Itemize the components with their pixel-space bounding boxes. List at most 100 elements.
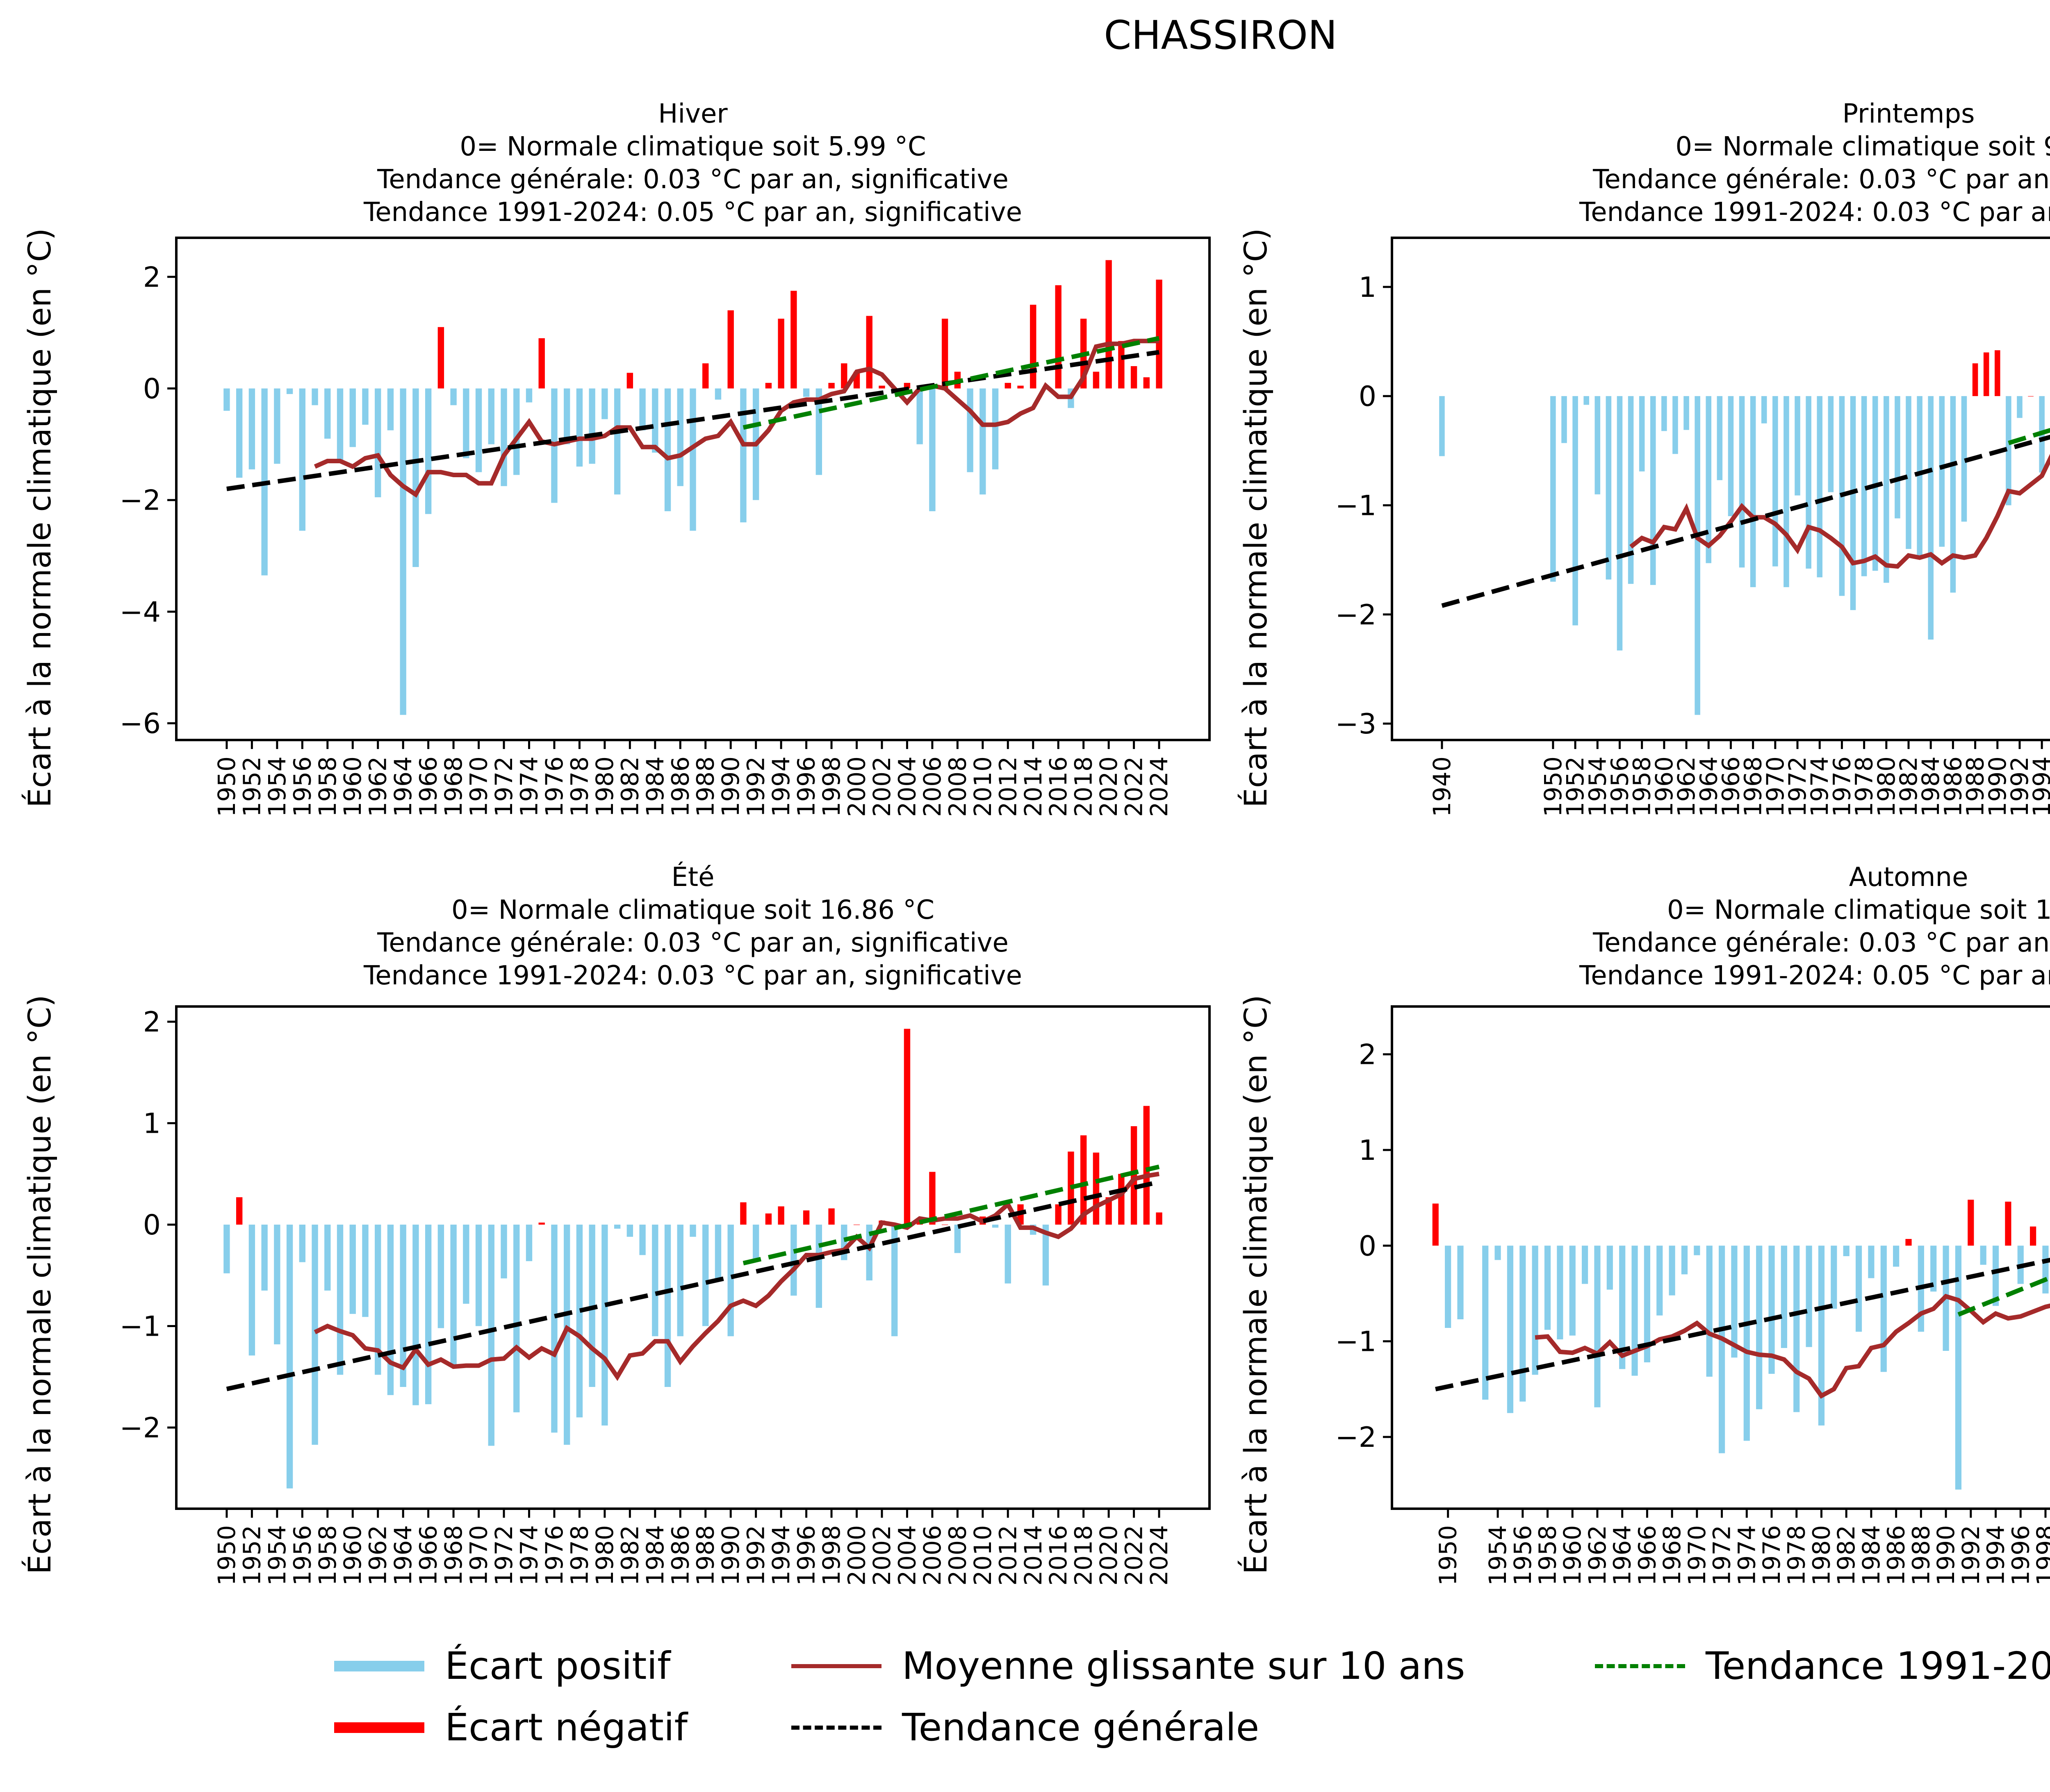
x-tick-label: 1988 [692,756,720,817]
bar [1784,396,1789,587]
bar [690,1225,696,1237]
bar [463,1225,469,1304]
bar [299,388,305,531]
bar [601,1225,608,1426]
bar [803,1210,810,1225]
y-tick-label: 0 [1359,1230,1376,1262]
bar [866,1225,872,1281]
bar [425,1225,432,1405]
bar [400,388,406,715]
x-tick-label: 2008 [943,756,971,817]
x-tick-label: 1978 [1783,1525,1811,1586]
x-tick-label: 2012 [994,756,1022,817]
bar [1905,1239,1912,1246]
x-tick-label: 1992 [742,756,770,817]
bar [1644,1246,1650,1362]
bar [274,1225,280,1345]
x-tick-label: 1976 [1758,1525,1786,1586]
bar [312,1225,318,1445]
bar [639,388,646,430]
bar [1105,1197,1112,1225]
x-tick-label: 2002 [868,1525,896,1586]
legend-label: Écart positif [445,1644,671,1688]
x-tick-label: 2020 [1095,756,1123,817]
x-tick-label: 1984 [641,1525,669,1586]
bar [437,327,444,389]
bar [387,1225,394,1395]
panel-title-line: Tendance 1991-2024: 0.05 °C par an, sign… [1579,961,2050,991]
bar [1772,396,1778,567]
y-tick-label: 1 [1359,271,1376,304]
bar [576,1225,583,1418]
x-tick-label: 1966 [415,1525,442,1586]
x-tick-label: 1966 [1717,756,1745,817]
bar [941,319,948,389]
x-tick-label: 1950 [1539,756,1567,817]
bar [526,1225,533,1261]
bar [337,1225,344,1375]
bar [2030,1226,2036,1246]
x-tick-label: 1972 [490,1525,518,1586]
bar [1731,1246,1738,1358]
bar [1004,383,1011,389]
panel-title-line: Tendance générale: 0.03 °C par an, signi… [1593,164,2050,195]
bar [1561,396,1567,443]
legend-item-trend-general: Tendance générale [791,1705,1259,1749]
x-tick-label: 1994 [767,756,795,817]
panel-title-line: Tendance 1991-2024: 0.03 °C par an, sign… [1579,197,2050,228]
panel-title-ete: Été 0= Normale climatique soit 16.86 °C … [176,861,1210,992]
bar [564,388,570,444]
legend-label: Tendance générale [902,1705,1260,1749]
y-tick-label: −6 [120,708,161,740]
x-tick-label: 1960 [1558,1525,1586,1586]
y-tick-label: −2 [120,485,161,517]
panel-title-line: Printemps [1842,99,1975,129]
x-tick-label: 1962 [364,756,392,817]
bar [929,388,936,511]
x-tick-label: 1978 [565,1525,593,1586]
bar [1928,396,1934,640]
bar [790,291,797,389]
bar [664,388,671,511]
axes-frame [175,1005,1211,1510]
panel-title-line: Tendance générale: 0.03 °C par an, signi… [377,164,1009,195]
bar [702,1225,709,1326]
bar [248,388,255,469]
x-tick-label: 1986 [666,756,694,817]
bar [1831,1246,1837,1309]
legend-swatch-negative [334,1722,424,1733]
x-tick-label: 1954 [263,756,291,817]
y-tick-label: −2 [1335,599,1376,631]
bar [1980,1246,1986,1265]
x-tick-label: 2010 [969,756,997,817]
bar [1080,1135,1087,1225]
x-tick-label: 1976 [540,1525,568,1586]
bar [1606,396,1612,580]
bar [614,1225,621,1229]
panel-title-line: Tendance générale: 0.03 °C par an, signi… [1593,928,2050,958]
bar [1884,396,1889,583]
bar [715,388,722,400]
x-tick-label: 1958 [1628,756,1656,817]
legend-swatch-trend-1991-2024 [1595,1664,1685,1668]
x-tick-label: 1960 [339,756,367,817]
x-tick-label: 1994 [2028,756,2050,817]
bar [589,388,595,464]
x-tick-label: 1976 [1828,756,1856,817]
bar [501,1225,507,1279]
bar [1030,305,1036,389]
bar [223,388,230,411]
trend-1991-2024-line [743,336,1160,430]
x-tick-label: 1996 [793,756,820,817]
bar [1619,1246,1626,1369]
bar [286,1225,293,1489]
x-tick-label: 1974 [1806,756,1834,817]
bar [1806,1246,1812,1347]
bar [2042,1246,2049,1293]
legend-swatch-moving-average [791,1664,882,1668]
bar [1143,377,1150,389]
bar [1482,1246,1489,1400]
y-tick-label: 1 [143,1108,161,1140]
